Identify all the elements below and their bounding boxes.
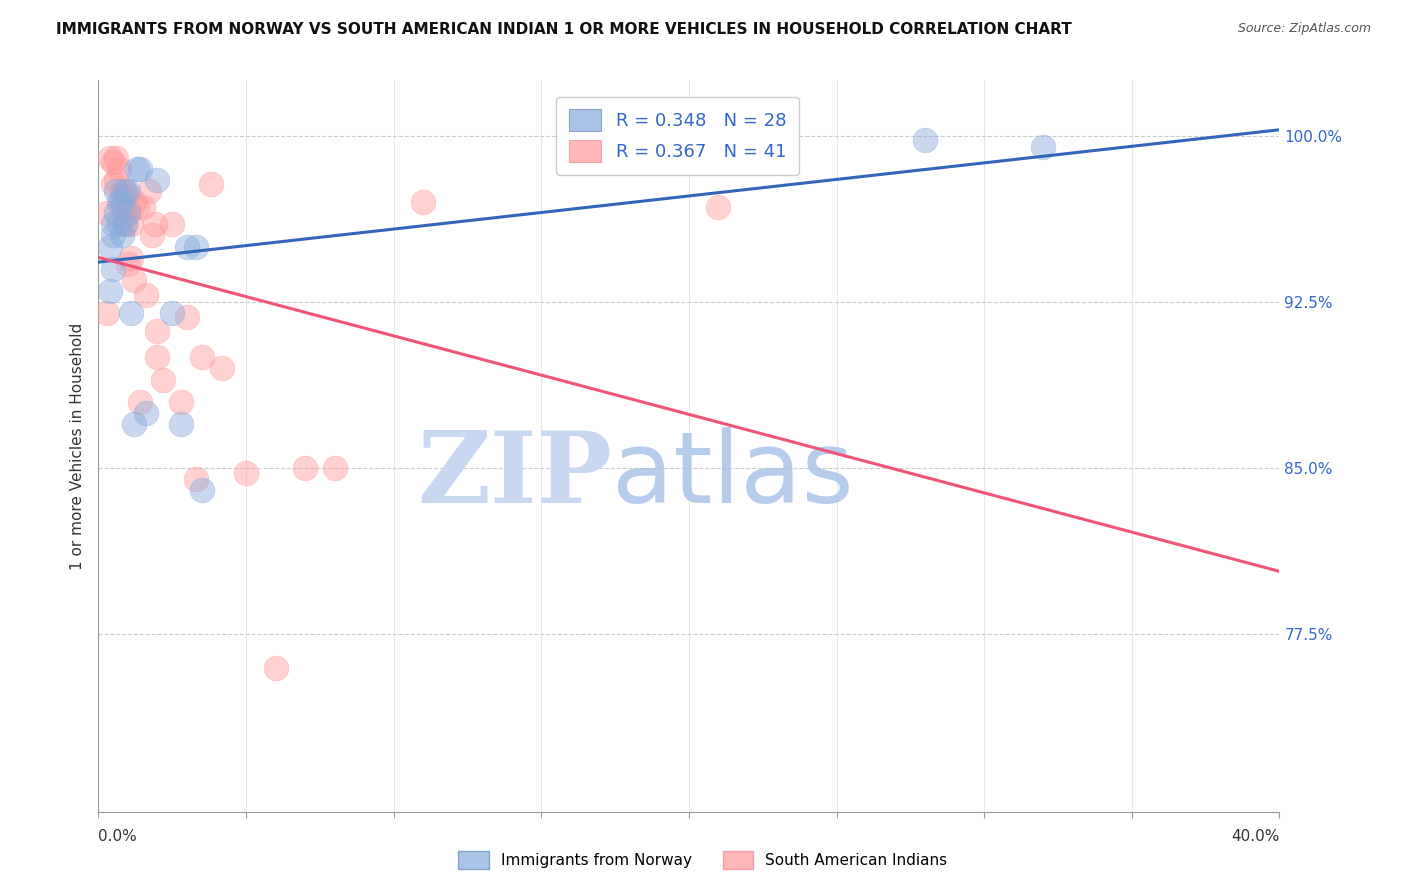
Point — [176, 310, 198, 325]
Point — [914, 133, 936, 147]
Point — [108, 161, 131, 176]
Point — [96, 306, 118, 320]
Point — [122, 417, 145, 431]
Point — [200, 178, 222, 192]
Text: 40.0%: 40.0% — [1232, 830, 1279, 845]
Legend: R = 0.348   N = 28, R = 0.367   N = 41: R = 0.348 N = 28, R = 0.367 N = 41 — [557, 96, 799, 175]
Point — [235, 466, 257, 480]
Point — [103, 218, 125, 232]
Point — [191, 351, 214, 365]
Point — [170, 394, 193, 409]
Point — [184, 239, 207, 253]
Point — [128, 394, 150, 409]
Point — [105, 184, 128, 198]
Point — [138, 184, 160, 198]
Point — [114, 184, 136, 198]
Point — [114, 218, 136, 232]
Point — [108, 218, 131, 232]
Point — [103, 178, 125, 192]
Point — [98, 151, 121, 165]
Point — [152, 372, 174, 386]
Point — [143, 218, 166, 232]
Point — [122, 273, 145, 287]
Legend: Immigrants from Norway, South American Indians: Immigrants from Norway, South American I… — [453, 845, 953, 875]
Point — [111, 228, 134, 243]
Point — [103, 261, 125, 276]
Point — [184, 472, 207, 486]
Point — [105, 173, 128, 187]
Point — [98, 284, 121, 298]
Point — [211, 361, 233, 376]
Text: atlas: atlas — [612, 426, 853, 524]
Point — [146, 351, 169, 365]
Point — [120, 306, 142, 320]
Point — [132, 200, 155, 214]
Y-axis label: 1 or more Vehicles in Household: 1 or more Vehicles in Household — [69, 322, 84, 570]
Point — [135, 406, 157, 420]
Point — [141, 228, 163, 243]
Point — [105, 151, 128, 165]
Point — [146, 324, 169, 338]
Point — [125, 161, 148, 176]
Point — [176, 239, 198, 253]
Text: 0.0%: 0.0% — [98, 830, 138, 845]
Point — [707, 200, 730, 214]
Point — [128, 161, 150, 176]
Point — [111, 195, 134, 210]
Point — [120, 218, 142, 232]
Point — [111, 200, 134, 214]
Point — [103, 228, 125, 243]
Point — [111, 184, 134, 198]
Point — [117, 184, 139, 198]
Point — [122, 195, 145, 210]
Point — [162, 218, 183, 232]
Point — [162, 306, 183, 320]
Point — [117, 206, 139, 220]
Point — [105, 206, 128, 220]
Point — [108, 195, 131, 210]
Text: IMMIGRANTS FROM NORWAY VS SOUTH AMERICAN INDIAN 1 OR MORE VEHICLES IN HOUSEHOLD : IMMIGRANTS FROM NORWAY VS SOUTH AMERICAN… — [56, 22, 1071, 37]
Point — [103, 155, 125, 169]
Point — [98, 239, 121, 253]
Point — [125, 200, 148, 214]
Point — [412, 195, 434, 210]
Point — [294, 461, 316, 475]
Point — [170, 417, 193, 431]
Point — [114, 218, 136, 232]
Text: Source: ZipAtlas.com: Source: ZipAtlas.com — [1237, 22, 1371, 36]
Point — [323, 461, 346, 475]
Point — [117, 202, 139, 216]
Point — [1032, 140, 1054, 154]
Point — [96, 206, 118, 220]
Point — [264, 660, 287, 674]
Point — [146, 173, 169, 187]
Text: ZIP: ZIP — [418, 426, 612, 524]
Point — [135, 288, 157, 302]
Point — [120, 251, 142, 265]
Point — [117, 257, 139, 271]
Point — [114, 184, 136, 198]
Point — [191, 483, 214, 498]
